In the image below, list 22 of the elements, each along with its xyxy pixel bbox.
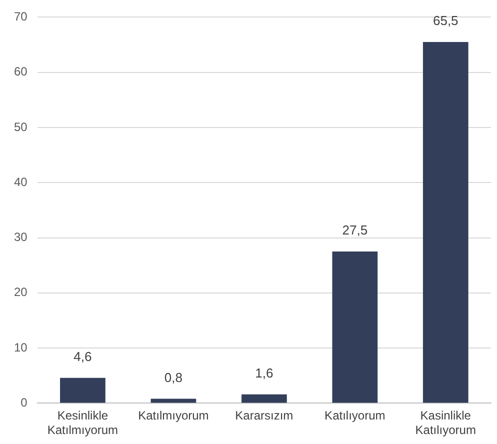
- y-tick-label: 30: [14, 230, 28, 244]
- bar: [332, 252, 378, 403]
- bar: [422, 42, 468, 403]
- x-tick-label: Katılmıyorum: [138, 408, 209, 423]
- y-tick-label: 20: [14, 285, 28, 300]
- y-tick-label: 60: [14, 64, 28, 79]
- x-tick-label: Kesinlikle Katılmıyorum: [47, 408, 118, 438]
- y-tick-label: 40: [14, 174, 28, 189]
- x-tick-label: Katılıyorum: [324, 408, 386, 423]
- data-label: 0,8: [164, 370, 182, 385]
- y-tick-label: 70: [14, 10, 28, 24]
- y-tick-label: 10: [14, 340, 28, 354]
- y-tick-label: 0: [20, 396, 28, 410]
- bar: [60, 378, 106, 403]
- data-label: 65,5: [432, 13, 458, 28]
- x-tick-label: Kasinlikle Katılıyorum: [415, 408, 476, 438]
- data-label: 27,5: [342, 222, 368, 238]
- data-label: 4,6: [74, 348, 92, 364]
- data-label: 1,6: [255, 365, 274, 380]
- y-tick-label: 50: [14, 120, 28, 134]
- x-tick-label: Kararsızım: [235, 408, 294, 423]
- bar: [241, 394, 287, 403]
